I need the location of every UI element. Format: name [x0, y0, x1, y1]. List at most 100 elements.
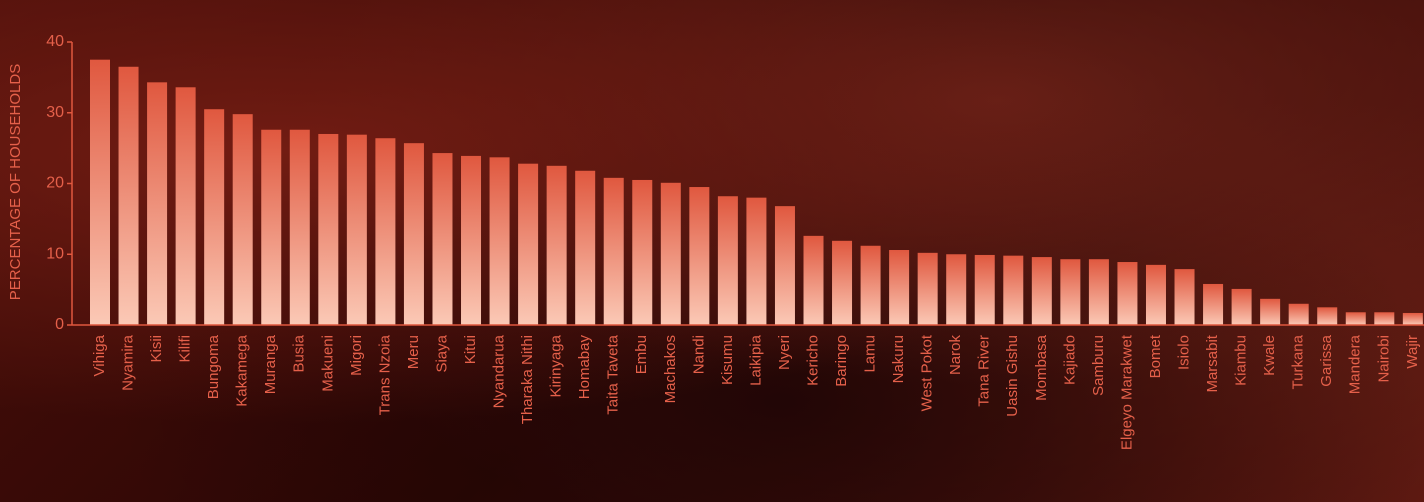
x-tick-label: Makueni — [319, 335, 336, 392]
x-tick-label: Vihiga — [91, 334, 108, 376]
x-tick-label: Kiambu — [1233, 335, 1250, 386]
x-tick-label: Mandera — [1347, 334, 1364, 394]
x-tick-label: Wajir — [1404, 335, 1421, 369]
x-tick-label: Taita Taveta — [605, 334, 622, 414]
bar — [546, 165, 567, 325]
bar — [575, 170, 596, 325]
bar — [1345, 312, 1366, 325]
x-tick-label: Samburu — [1090, 335, 1107, 396]
bar — [489, 157, 510, 325]
x-tick-label: West Pokot — [919, 334, 936, 411]
x-tick-label: Nandi — [690, 335, 707, 374]
x-tick-label: Machakos — [662, 335, 679, 403]
x-tick-label: Meru — [405, 335, 422, 369]
bar — [1031, 257, 1052, 325]
y-tick-label: 0 — [55, 316, 64, 333]
x-tick-label: Homabay — [576, 335, 593, 400]
bar — [518, 163, 539, 325]
bar — [232, 114, 253, 325]
bar — [689, 187, 710, 325]
x-tick-label: Kericho — [804, 335, 821, 386]
bar — [1003, 255, 1024, 325]
bar — [1117, 262, 1138, 325]
bar — [346, 134, 367, 325]
x-tick-label: Nakuru — [890, 335, 907, 383]
bar — [803, 235, 824, 325]
bar — [917, 252, 938, 325]
bar — [1374, 312, 1395, 325]
bar — [1317, 307, 1338, 325]
bar — [261, 129, 282, 325]
bar — [1402, 312, 1423, 325]
bar — [147, 82, 168, 325]
bar — [204, 109, 225, 326]
bar — [289, 129, 310, 325]
bar — [603, 177, 624, 325]
bar — [461, 155, 482, 325]
x-tick-label: Tharaka Nithi — [519, 335, 536, 424]
x-tick-label: Kirinyaga — [548, 334, 565, 397]
y-tick-label: 10 — [46, 245, 64, 262]
bar — [774, 206, 795, 325]
bar — [403, 143, 424, 325]
x-tick-label: Siaya — [433, 334, 450, 372]
x-tick-label: Kilifi — [177, 335, 194, 363]
x-tick-label: Trans Nzoia — [376, 334, 393, 415]
bar — [90, 59, 110, 325]
bar — [746, 197, 767, 325]
bar — [1060, 259, 1081, 325]
bar — [1088, 259, 1109, 325]
bar — [717, 196, 738, 325]
bar — [832, 240, 853, 325]
x-tick-label: Kajiado — [1061, 335, 1078, 385]
bar — [1203, 283, 1224, 325]
bar — [1231, 288, 1252, 325]
x-tick-label: Kitui — [462, 335, 479, 364]
x-tick-label: Kisii — [148, 335, 165, 363]
bar — [432, 153, 453, 325]
x-tick-label: Migori — [348, 335, 365, 376]
bar — [860, 245, 881, 325]
x-tick-label: Turkana — [1290, 334, 1307, 389]
x-tick-label: Marsabit — [1204, 334, 1221, 392]
x-tick-label: Muranga — [262, 334, 279, 394]
x-tick-label: Elgeyo Marakwet — [1118, 334, 1135, 450]
bar — [660, 182, 681, 325]
x-tick-label: Baringo — [833, 335, 850, 387]
x-tick-label: Tana River — [976, 335, 993, 407]
x-tick-label: Narok — [947, 335, 964, 376]
x-tick-label: Nyamira — [120, 334, 137, 390]
x-tick-label: Nyandarua — [491, 334, 508, 408]
bar — [318, 133, 339, 325]
y-tick-label: 40 — [46, 33, 64, 50]
x-tick-label: Mombasa — [1033, 334, 1050, 401]
bar — [1288, 303, 1309, 325]
x-tick-label: Kwale — [1261, 335, 1278, 376]
y-axis-title: PERCENTAGE OF HOUSEHOLDS — [7, 64, 24, 300]
bar — [632, 179, 653, 325]
bar — [946, 254, 967, 325]
y-tick-label: 20 — [46, 175, 64, 192]
x-tick-label: Isiolo — [1175, 335, 1192, 370]
bar — [375, 138, 396, 325]
x-tick-label: Nyeri — [776, 335, 793, 370]
x-tick-label: Bomet — [1147, 334, 1164, 378]
bar — [1174, 269, 1195, 325]
bar — [1145, 264, 1166, 325]
x-tick-label: Kakamega — [234, 334, 251, 406]
y-tick-label: 30 — [46, 104, 64, 121]
bar — [1260, 298, 1281, 325]
x-tick-label: Busia — [291, 334, 308, 372]
x-tick-label: Uasin Gishu — [1004, 335, 1021, 417]
x-tick-label: Laikipia — [747, 334, 764, 386]
x-tick-label: Bungoma — [205, 334, 222, 399]
bar — [889, 250, 910, 325]
x-tick-label: Garissa — [1318, 334, 1335, 386]
bar — [175, 87, 196, 325]
bar — [118, 66, 139, 325]
x-tick-label: Embu — [633, 335, 650, 374]
x-tick-label: Lamu — [862, 335, 879, 373]
x-tick-label: Nairobi — [1375, 335, 1392, 383]
